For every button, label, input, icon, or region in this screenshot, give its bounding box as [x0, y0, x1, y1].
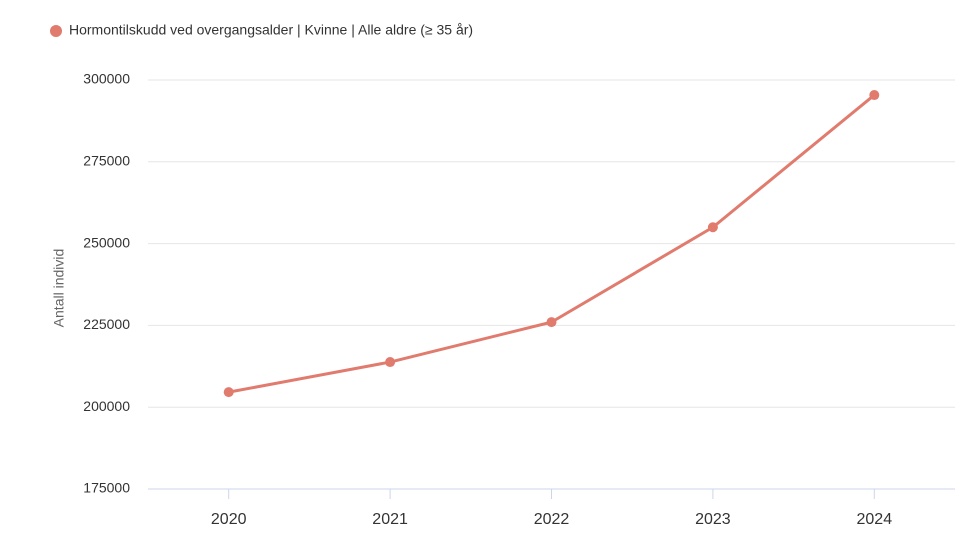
point — [546, 317, 557, 328]
x-tick-label: 2020 — [211, 511, 247, 528]
x-tick-label: 2022 — [534, 511, 570, 528]
point — [707, 222, 718, 233]
y-tick-label: 200000 — [83, 398, 130, 414]
y-tick-label: 175000 — [83, 480, 130, 496]
y-axis-label: Antall individ — [51, 249, 67, 328]
point — [385, 357, 396, 368]
x-tick-label: 2021 — [372, 511, 408, 528]
legend-label: Hormontilskudd ved overgangsalder | Kvin… — [69, 22, 473, 38]
x-tick-label: 2024 — [857, 511, 893, 528]
y-tick-label: 250000 — [83, 234, 130, 250]
y-tick-label: 300000 — [83, 71, 130, 87]
point — [869, 90, 880, 101]
point — [223, 387, 234, 398]
legend-symbol — [50, 25, 62, 37]
x-tick-label: 2023 — [695, 511, 731, 528]
y-tick-label: 225000 — [83, 316, 130, 332]
y-tick-label: 275000 — [83, 153, 130, 169]
